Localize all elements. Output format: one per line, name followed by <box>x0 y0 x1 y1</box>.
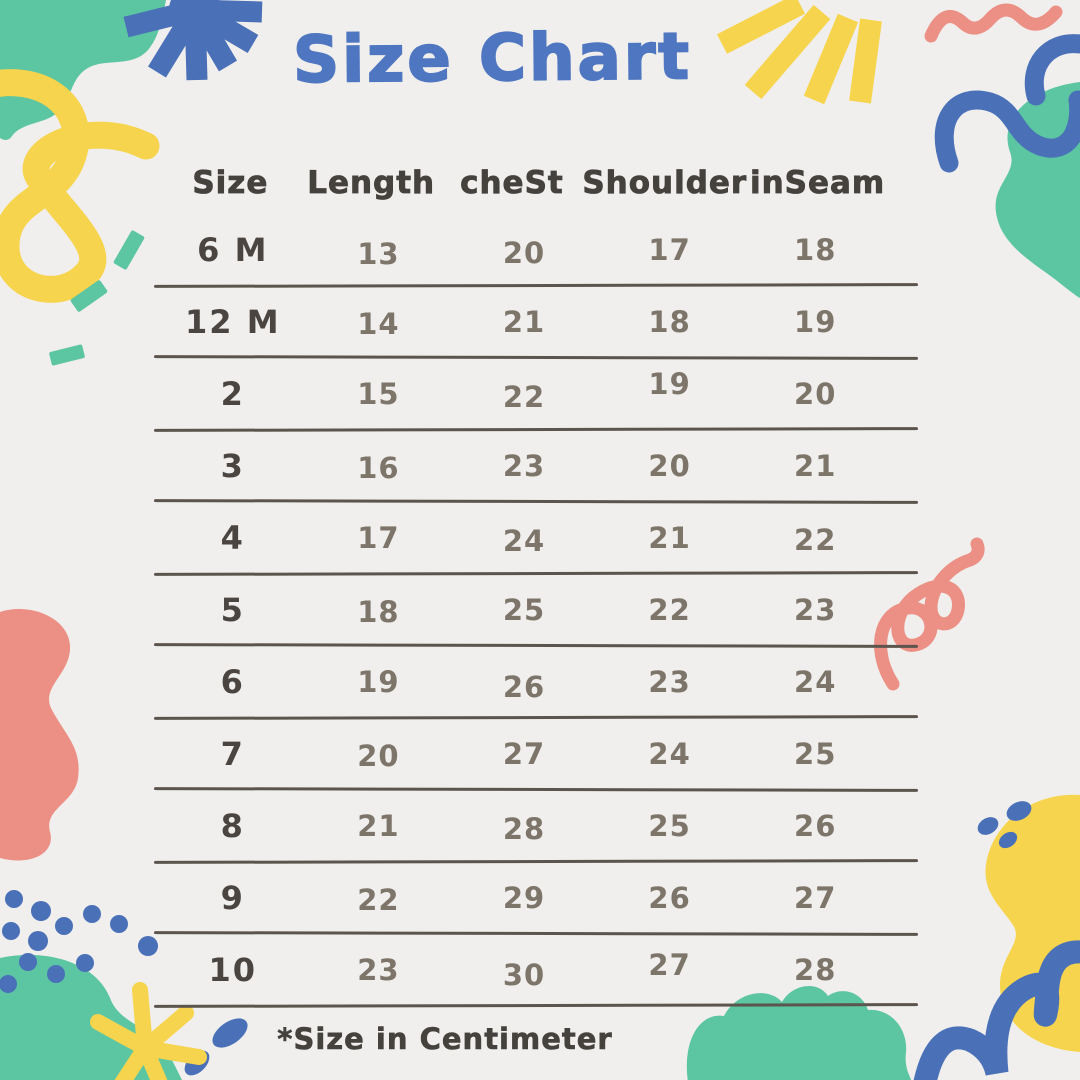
shoulder-cell: 17 <box>648 232 691 267</box>
length-cell: 18 <box>357 594 400 629</box>
shoulder-cell: 20 <box>648 448 691 483</box>
inseam-cell: 27 <box>794 880 837 915</box>
inseam-cell: 23 <box>794 592 837 627</box>
shoulder-cell: 23 <box>648 664 691 699</box>
length-cell: 16 <box>357 450 400 485</box>
inseam-cell: 24 <box>794 664 837 699</box>
chest-cell: 24 <box>502 523 546 558</box>
size-cell: 9 <box>220 879 245 917</box>
table-row: 9 22 29 26 27 <box>160 862 888 934</box>
teal-confetti-icon <box>49 230 145 366</box>
table-row: 10 23 30 27 28 <box>160 934 888 1006</box>
table-row: 12 M 14 21 18 19 <box>160 286 888 358</box>
footer-note: *Size in Centimeter <box>277 1022 613 1057</box>
chest-cell: 27 <box>502 736 546 771</box>
chest-cell: 26 <box>502 669 546 704</box>
blue-mini-dots-icon <box>977 801 1032 849</box>
yellow-star-icon <box>90 982 207 1080</box>
yellow-sun-rays-icon <box>716 0 882 105</box>
blue-coil-squiggle-icon <box>913 940 1080 1080</box>
blue-starburst-icon <box>123 0 263 81</box>
chest-cell: 28 <box>502 811 546 846</box>
length-cell: 20 <box>357 738 400 773</box>
size-cell: 3 <box>220 447 245 485</box>
shoulder-cell: 19 <box>648 366 691 401</box>
yellow-loop-squiggle-icon <box>0 69 160 303</box>
length-cell: 17 <box>357 520 400 555</box>
table-row: 2 15 22 19 20 <box>160 358 888 430</box>
column-header-length: Length <box>307 164 436 201</box>
chest-cell: 23 <box>502 448 546 483</box>
length-cell: 13 <box>357 236 400 271</box>
size-cell: 8 <box>220 807 245 845</box>
coral-wave-squiggle-icon <box>924 3 1063 43</box>
table-row: 5 18 25 22 23 <box>160 574 888 646</box>
table-row: 4 17 24 21 22 <box>160 502 888 574</box>
chest-cell: 25 <box>502 592 546 627</box>
column-header-shoulder: Shoulder <box>582 164 748 201</box>
chest-cell: 30 <box>502 957 546 992</box>
table-body: 6 M 13 20 17 18 12 M 14 21 18 19 2 15 22 19 20 3 16 23 20 2… <box>160 214 888 1006</box>
column-header-size: Size <box>192 164 269 201</box>
column-header-chest: cheSt <box>460 164 564 201</box>
chest-cell: 20 <box>502 235 546 270</box>
inseam-cell: 18 <box>794 232 837 267</box>
chest-cell: 22 <box>502 379 546 414</box>
table-header-row: Size Length cheSt Shoulder inSeam <box>160 152 888 214</box>
blue-zigzag-squiggle-icon <box>934 34 1080 173</box>
size-cell: 10 <box>208 951 258 989</box>
page-title: Size Chart <box>292 19 693 98</box>
table-row: 8 21 28 25 26 <box>160 790 888 862</box>
inseam-cell: 21 <box>794 448 837 483</box>
size-chart-table: Size Length cheSt Shoulder inSeam 6 M 13 20 17 1… <box>160 152 888 1006</box>
table-row: 3 16 23 20 21 <box>160 430 888 502</box>
inseam-cell: 22 <box>794 522 837 557</box>
size-cell: 7 <box>220 735 245 773</box>
length-cell: 14 <box>357 306 400 341</box>
inseam-cell: 25 <box>794 736 837 771</box>
coral-blob-left-icon <box>0 609 79 861</box>
shoulder-cell: 18 <box>648 304 691 339</box>
size-cell: 2 <box>220 375 245 413</box>
teal-cloud-bottom-icon <box>686 985 912 1080</box>
inseam-cell: 19 <box>794 304 837 339</box>
shoulder-cell: 25 <box>648 808 691 843</box>
size-cell: 5 <box>220 591 245 629</box>
shoulder-cell: 26 <box>648 880 691 915</box>
length-cell: 19 <box>357 664 400 699</box>
inseam-cell: 20 <box>794 376 837 411</box>
shoulder-cell: 21 <box>648 520 691 555</box>
length-cell: 21 <box>357 808 400 843</box>
shoulder-cell: 24 <box>648 736 691 771</box>
size-cell: 6 <box>220 663 245 701</box>
inseam-cell: 28 <box>794 952 837 987</box>
length-cell: 23 <box>357 952 400 987</box>
length-cell: 15 <box>357 376 400 411</box>
column-header-inseam: inSeam <box>749 164 886 201</box>
inseam-cell: 26 <box>794 808 837 843</box>
shoulder-cell: 27 <box>648 947 691 982</box>
length-cell: 22 <box>357 882 400 917</box>
table-row: 6 19 26 23 24 <box>160 646 888 718</box>
table-row: 7 20 27 24 25 <box>160 718 888 790</box>
teal-blob-top-left-icon <box>0 0 166 140</box>
chest-cell: 21 <box>502 304 546 339</box>
chest-cell: 29 <box>502 880 546 915</box>
table-row: 6 M 13 20 17 18 <box>160 214 888 286</box>
shoulder-cell: 22 <box>648 592 691 627</box>
size-cell: 4 <box>220 519 245 557</box>
coral-spring-squiggle-icon <box>874 537 985 691</box>
size-cell: 12 M <box>185 303 281 341</box>
size-cell: 6 M <box>197 231 269 269</box>
